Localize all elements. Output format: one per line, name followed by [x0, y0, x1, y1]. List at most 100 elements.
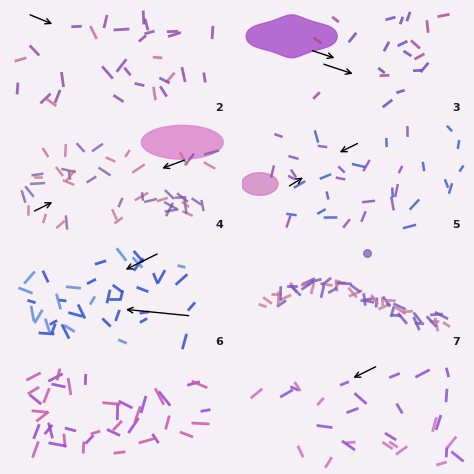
Point — [295, 180, 303, 187]
Point — [160, 76, 168, 83]
Point — [404, 12, 411, 19]
Point — [288, 283, 295, 290]
Text: 7: 7 — [452, 337, 460, 347]
Point — [138, 34, 146, 42]
Point — [442, 320, 450, 328]
Point — [110, 295, 118, 303]
Point — [405, 222, 412, 230]
Point — [332, 15, 339, 22]
Point — [442, 180, 449, 187]
Point — [363, 161, 370, 169]
Point — [129, 421, 137, 429]
Point — [390, 371, 397, 378]
Point — [101, 17, 109, 25]
Polygon shape — [242, 173, 278, 195]
Point — [69, 283, 76, 291]
Point — [289, 154, 297, 161]
Point — [55, 167, 63, 174]
Text: 2: 2 — [216, 103, 223, 113]
Point — [72, 23, 80, 30]
Point — [140, 309, 148, 316]
Point — [312, 91, 319, 99]
Point — [115, 448, 122, 456]
Point — [381, 302, 388, 310]
Point — [118, 337, 126, 345]
Point — [398, 39, 405, 46]
Point — [115, 94, 122, 102]
Point — [118, 292, 125, 299]
Point — [430, 317, 438, 324]
Point — [290, 170, 297, 177]
Point — [419, 369, 426, 377]
Point — [17, 55, 24, 63]
Point — [340, 379, 348, 386]
Point — [333, 280, 341, 287]
Point — [65, 382, 73, 390]
Point — [138, 192, 146, 200]
Point — [166, 73, 173, 81]
Point — [21, 286, 29, 294]
Point — [44, 425, 52, 432]
Point — [304, 277, 311, 284]
Point — [139, 317, 147, 324]
Point — [388, 199, 395, 207]
Point — [181, 200, 188, 208]
Point — [110, 210, 118, 218]
Point — [312, 132, 319, 139]
Point — [158, 273, 165, 280]
Point — [150, 89, 158, 96]
Point — [301, 280, 309, 287]
Point — [124, 67, 131, 74]
Point — [79, 443, 87, 451]
Point — [397, 17, 405, 24]
Point — [432, 310, 440, 317]
Point — [137, 192, 145, 200]
Point — [55, 370, 62, 378]
Point — [258, 301, 266, 309]
Point — [187, 302, 195, 310]
Point — [287, 210, 295, 218]
Point — [252, 389, 259, 397]
Point — [65, 172, 73, 179]
Point — [182, 431, 190, 438]
Point — [13, 84, 21, 92]
Point — [290, 384, 298, 392]
Point — [268, 168, 275, 175]
Point — [179, 71, 186, 78]
Point — [56, 220, 64, 228]
Point — [351, 289, 359, 297]
Point — [34, 312, 42, 320]
Point — [381, 71, 388, 79]
Point — [34, 179, 41, 187]
Point — [296, 447, 303, 455]
Point — [65, 324, 73, 331]
Point — [386, 433, 393, 440]
Point — [58, 75, 66, 83]
Point — [377, 66, 385, 73]
Point — [272, 291, 279, 298]
Point — [345, 441, 352, 449]
Point — [30, 46, 38, 54]
Point — [388, 189, 396, 196]
Point — [445, 125, 452, 132]
Point — [38, 412, 46, 419]
Point — [277, 299, 284, 307]
Point — [274, 131, 282, 139]
Point — [303, 282, 311, 289]
Point — [318, 207, 325, 215]
Point — [114, 216, 122, 224]
Point — [27, 298, 35, 305]
Point — [359, 212, 367, 219]
Point — [93, 143, 101, 151]
Point — [34, 173, 41, 181]
Point — [134, 260, 142, 268]
Point — [446, 184, 454, 192]
Point — [321, 172, 329, 180]
Point — [403, 307, 411, 314]
Point — [29, 386, 36, 394]
Point — [411, 40, 419, 47]
Point — [103, 68, 110, 75]
Point — [133, 410, 141, 418]
Point — [123, 149, 130, 157]
Point — [372, 298, 379, 306]
